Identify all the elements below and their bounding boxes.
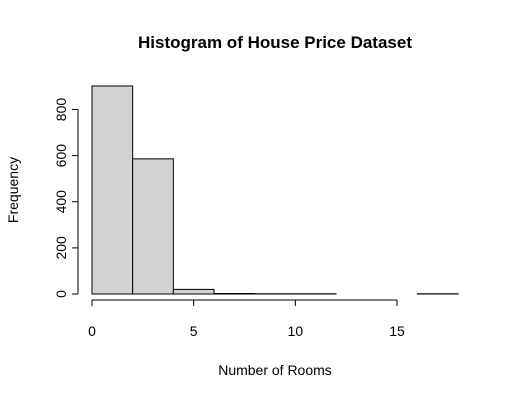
y-tick-label: 0	[53, 290, 69, 298]
histogram-bar-0	[91, 85, 134, 295]
x-axis: 0 5 10 15	[88, 299, 405, 339]
y-tick-label: 600	[53, 144, 69, 168]
x-tick-label: 10	[288, 323, 304, 339]
x-axis-label: Number of Rooms	[218, 362, 332, 378]
y-axis-label: Frequency	[5, 157, 21, 223]
y-tick-label: 400	[53, 190, 69, 214]
x-tick-label: 0	[88, 323, 96, 339]
chart-title: Histogram of House Price Dataset	[138, 33, 412, 52]
histogram-bar-1	[132, 158, 174, 295]
bars-group	[91, 85, 459, 295]
y-tick-label: 800	[53, 98, 69, 122]
y-axis: 0 200 400 600 800	[53, 98, 79, 298]
histogram-bar-2	[172, 288, 215, 295]
x-tick-label: 15	[389, 323, 405, 339]
x-tick-label: 5	[190, 323, 198, 339]
y-tick-label: 200	[53, 236, 69, 260]
